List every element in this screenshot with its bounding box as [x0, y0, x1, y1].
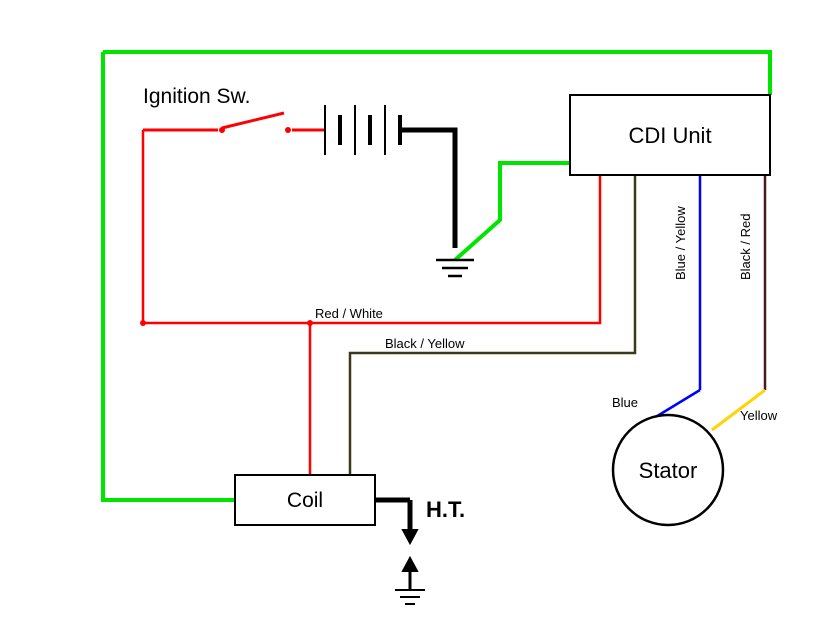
spark-gap [403, 530, 417, 571]
label-black-yellow: Black / Yellow [385, 336, 465, 351]
cdi-unit-label: CDI Unit [628, 123, 711, 148]
wire-blue [654, 390, 700, 418]
label-blue-yellow: Blue / Yellow [673, 206, 688, 280]
coil-label: Coil [287, 489, 323, 512]
ht-label: H.T. [426, 497, 465, 522]
ignition-sw-label: Ignition Sw. [143, 85, 250, 108]
wire-battery-ground [400, 130, 455, 248]
ground-symbol-battery [436, 260, 474, 276]
label-red-white: Red / White [315, 306, 383, 321]
label-black-red: Black / Red [738, 214, 753, 280]
junction-red-2 [307, 320, 313, 326]
stator-label: Stator [639, 458, 698, 483]
label-blue: Blue [612, 395, 638, 410]
junction-red-1 [140, 320, 146, 326]
label-yellow: Yellow [740, 408, 778, 423]
ground-symbol-ht [395, 590, 425, 604]
wire-black-yellow [350, 175, 635, 475]
ignition-switch [143, 113, 325, 133]
battery-symbol [325, 105, 400, 155]
wire-red-white [143, 130, 600, 475]
